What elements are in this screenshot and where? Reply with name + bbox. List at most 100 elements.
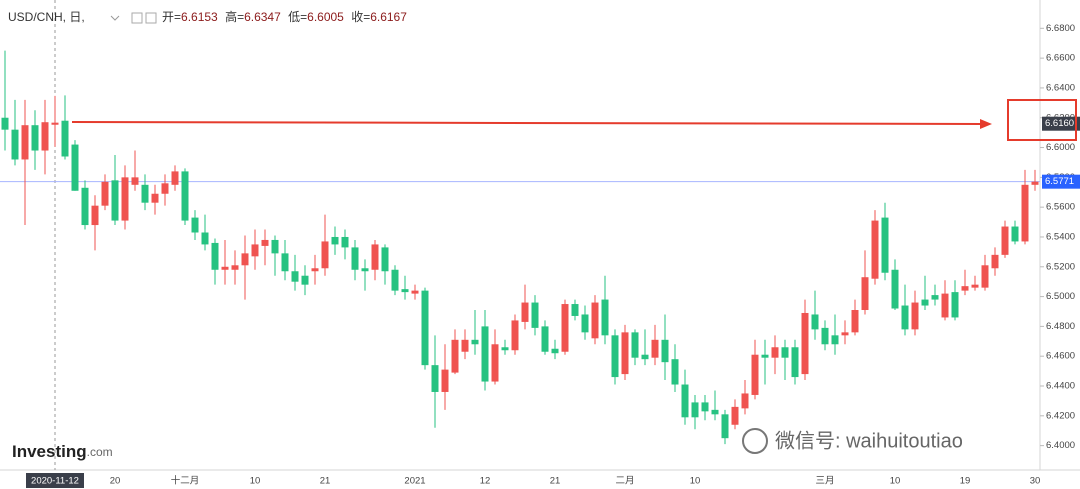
candle-body bbox=[31, 125, 39, 151]
candle-body bbox=[551, 348, 559, 354]
candle-body bbox=[301, 275, 309, 285]
icon bbox=[145, 12, 157, 24]
labels: 6.4000 6.4200 6.4400 6.4600 6.4800 6.5000 6.52… bbox=[26, 23, 1080, 488]
x-tick-label: 20 bbox=[110, 476, 121, 487]
y-tick-label: 6.4800 bbox=[1046, 321, 1075, 332]
candle-body bbox=[471, 339, 479, 345]
candle-body bbox=[861, 277, 869, 310]
annotation-arrow bbox=[71, 121, 983, 125]
open-value: 6.6153 bbox=[181, 10, 218, 24]
candle-body bbox=[1011, 226, 1019, 242]
x-tick-label: 2020-11-12 bbox=[31, 476, 79, 487]
low-value: 6.6005 bbox=[307, 10, 344, 24]
candle-body bbox=[271, 239, 279, 254]
low-label: 低= bbox=[288, 10, 307, 24]
last-price-bg bbox=[1042, 174, 1080, 189]
candle-body bbox=[421, 290, 429, 366]
candle-body bbox=[411, 290, 419, 294]
candle-body bbox=[871, 220, 879, 279]
candle-body bbox=[801, 312, 809, 375]
candle-body bbox=[841, 332, 849, 336]
y-tick-label: 6.6600 bbox=[1046, 53, 1075, 64]
y-tick-label: 6.4600 bbox=[1046, 351, 1075, 362]
candle-body bbox=[221, 266, 229, 270]
candle-body bbox=[61, 120, 69, 157]
candle-body bbox=[531, 302, 539, 328]
marked-price-bg bbox=[1042, 116, 1080, 131]
candle-body bbox=[441, 369, 449, 392]
candle-body bbox=[571, 304, 579, 316]
candle-body bbox=[521, 302, 529, 322]
candle-body bbox=[261, 239, 269, 246]
x-tick-label: 10 bbox=[890, 476, 901, 487]
wechat-id: 微信号: waihuitoutiao bbox=[775, 429, 963, 452]
candle-body bbox=[561, 304, 569, 352]
y-tick-label: 6.5200 bbox=[1046, 261, 1075, 272]
candle-body bbox=[791, 347, 799, 378]
candle-body bbox=[611, 335, 619, 378]
x-tick-label: 二月 bbox=[615, 476, 634, 487]
symbol: USD/CNH, 日, bbox=[8, 10, 85, 24]
candle-body bbox=[131, 177, 139, 185]
candle-body bbox=[641, 354, 649, 360]
candle-body bbox=[91, 205, 99, 226]
candle-body bbox=[701, 402, 709, 412]
candle-body bbox=[711, 409, 719, 415]
candle-body bbox=[1001, 226, 1009, 255]
open-label: 开= bbox=[162, 10, 181, 24]
candle-body bbox=[101, 181, 109, 206]
candle-body bbox=[511, 320, 519, 351]
candle-body bbox=[1021, 184, 1029, 242]
x-tick-label: 10 bbox=[690, 476, 701, 487]
x-tick-label: 12 bbox=[480, 476, 491, 487]
candle-body bbox=[491, 344, 499, 382]
candle-body bbox=[1, 117, 9, 130]
candle-body bbox=[291, 271, 299, 282]
candle-body bbox=[581, 314, 589, 333]
candle-body bbox=[981, 265, 989, 288]
y-tick-label: 6.6000 bbox=[1046, 142, 1075, 153]
candle-body bbox=[971, 284, 979, 288]
candle-body bbox=[671, 359, 679, 385]
brand: Investing.com bbox=[12, 442, 113, 461]
y-tick-label: 6.4200 bbox=[1046, 410, 1075, 421]
candles bbox=[1, 50, 1039, 445]
hover-label-bg bbox=[26, 473, 84, 488]
candle-body bbox=[681, 384, 689, 418]
close-value: 6.6167 bbox=[370, 10, 407, 24]
candle-body bbox=[541, 326, 549, 352]
candle-body bbox=[141, 184, 149, 203]
x-tick-label: 21 bbox=[320, 476, 331, 487]
candle-body bbox=[721, 414, 729, 439]
candle-body bbox=[191, 217, 199, 233]
brand-name: Investing bbox=[12, 442, 87, 461]
candle-body bbox=[51, 122, 59, 125]
y-tick-label: 6.4000 bbox=[1046, 440, 1075, 451]
candle-body bbox=[991, 254, 999, 269]
candle-body bbox=[351, 247, 359, 270]
x-tick-label: 19 bbox=[960, 476, 971, 487]
candle-body bbox=[251, 244, 259, 257]
candle-body bbox=[501, 347, 509, 351]
candle-body bbox=[601, 299, 609, 336]
arrow-head bbox=[980, 119, 992, 129]
candle-body bbox=[751, 354, 759, 395]
candle-body bbox=[81, 187, 89, 226]
candle-body bbox=[111, 180, 119, 221]
candle-body bbox=[371, 244, 379, 270]
candle-body bbox=[621, 332, 629, 375]
candle-body bbox=[961, 286, 969, 291]
candle-body bbox=[161, 183, 169, 194]
x-tick-label: 21 bbox=[550, 476, 561, 487]
candle-body bbox=[481, 326, 489, 382]
candle-body bbox=[661, 339, 669, 363]
candle-body bbox=[391, 269, 399, 291]
ohlc: 开=6.6153 高=6.6347 低=6.6005 收=6.6167 bbox=[162, 9, 407, 24]
x-tick-label: 2021 bbox=[404, 476, 425, 487]
x-tick-label: 30 bbox=[1030, 476, 1041, 487]
y-tick-label: 6.4400 bbox=[1046, 381, 1075, 392]
candle-body bbox=[11, 129, 19, 160]
candle-body bbox=[181, 171, 189, 221]
y-tick-label: 6.5000 bbox=[1046, 291, 1075, 302]
